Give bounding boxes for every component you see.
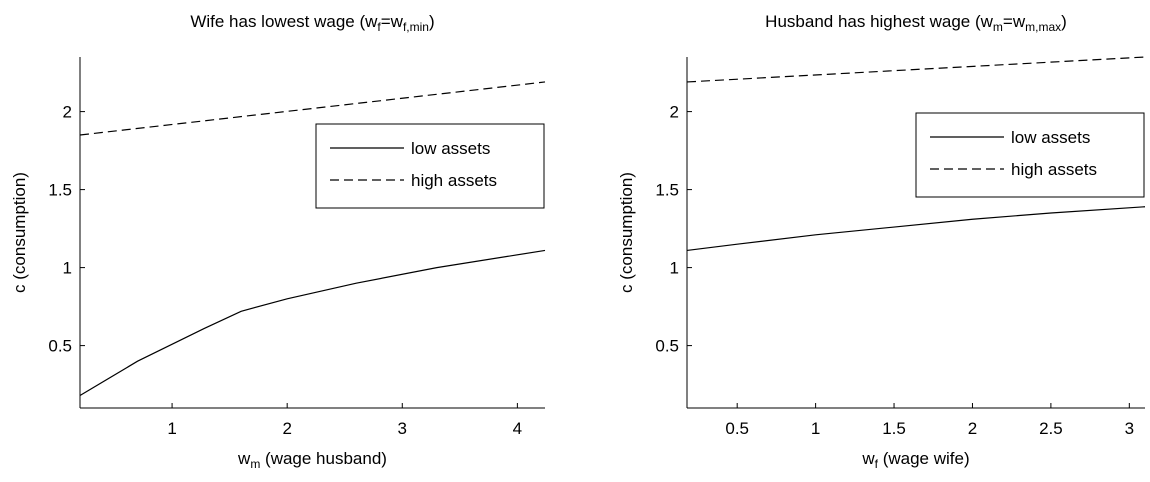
x-axis-label-part: (wage husband): [260, 449, 387, 468]
chart-title: Wife has lowest wage (wf=wf,min): [190, 12, 434, 34]
x-tick-label: 2.5: [1039, 419, 1063, 438]
y-tick-label: 2: [63, 103, 72, 122]
chart-title-part: m: [993, 20, 1003, 34]
x-tick-label: 3: [1125, 419, 1134, 438]
x-tick-label: 2: [282, 419, 291, 438]
y-tick-label: 1: [670, 259, 679, 278]
chart-title-part: f: [377, 20, 381, 34]
x-tick-label: 3: [398, 419, 407, 438]
y-tick-label: 0.5: [48, 337, 72, 356]
chart-title: Husband has highest wage (wm=wm,max): [765, 12, 1067, 34]
x-axis-label-part: (wage wife): [878, 449, 970, 468]
chart-title-part: Husband has highest wage (w: [765, 12, 993, 31]
chart-title-part: Wife has lowest wage (w: [190, 12, 378, 31]
x-tick-label: 0.5: [725, 419, 749, 438]
x-axis-label-part: f: [875, 457, 879, 471]
chart-title-part: ): [429, 12, 435, 31]
chart-title-part: =w: [1003, 12, 1026, 31]
line-series: [79, 249, 546, 397]
y-tick-label: 1: [63, 259, 72, 278]
legend-label: low assets: [411, 139, 490, 158]
y-axis-label: c (consumption): [10, 172, 29, 293]
y-axis-label: c (consumption): [617, 172, 636, 293]
chart-title-part: m,max: [1025, 20, 1061, 34]
x-tick-label: 2: [968, 419, 977, 438]
x-tick-label: 1.5: [882, 419, 906, 438]
x-tick-label: 1: [167, 419, 176, 438]
legend-label: high assets: [1011, 160, 1097, 179]
x-tick-label: 4: [513, 419, 522, 438]
x-axis-label-part: w: [861, 449, 875, 468]
chart-title-part: =w: [381, 12, 404, 31]
x-tick-label: 1: [811, 419, 820, 438]
legend-box: [315, 123, 545, 209]
line-series: [686, 206, 1146, 252]
y-tick-label: 0.5: [655, 337, 679, 356]
y-tick-label: 1.5: [655, 181, 679, 200]
legend-label: high assets: [411, 171, 497, 190]
y-tick-label: 1.5: [48, 181, 72, 200]
line-series: [686, 56, 1146, 83]
x-axis-label: wm (wage husband): [237, 449, 387, 471]
x-axis-label-part: m: [250, 457, 260, 471]
x-axis-label-part: w: [237, 449, 251, 468]
x-axis-label: wf (wage wife): [861, 449, 969, 471]
chart-title-part: ): [1061, 12, 1067, 31]
chart-title-part: f,min: [403, 20, 429, 34]
legend-box: [915, 112, 1145, 198]
legend-label: low assets: [1011, 128, 1090, 147]
y-tick-label: 2: [670, 103, 679, 122]
line-series: [79, 81, 546, 136]
